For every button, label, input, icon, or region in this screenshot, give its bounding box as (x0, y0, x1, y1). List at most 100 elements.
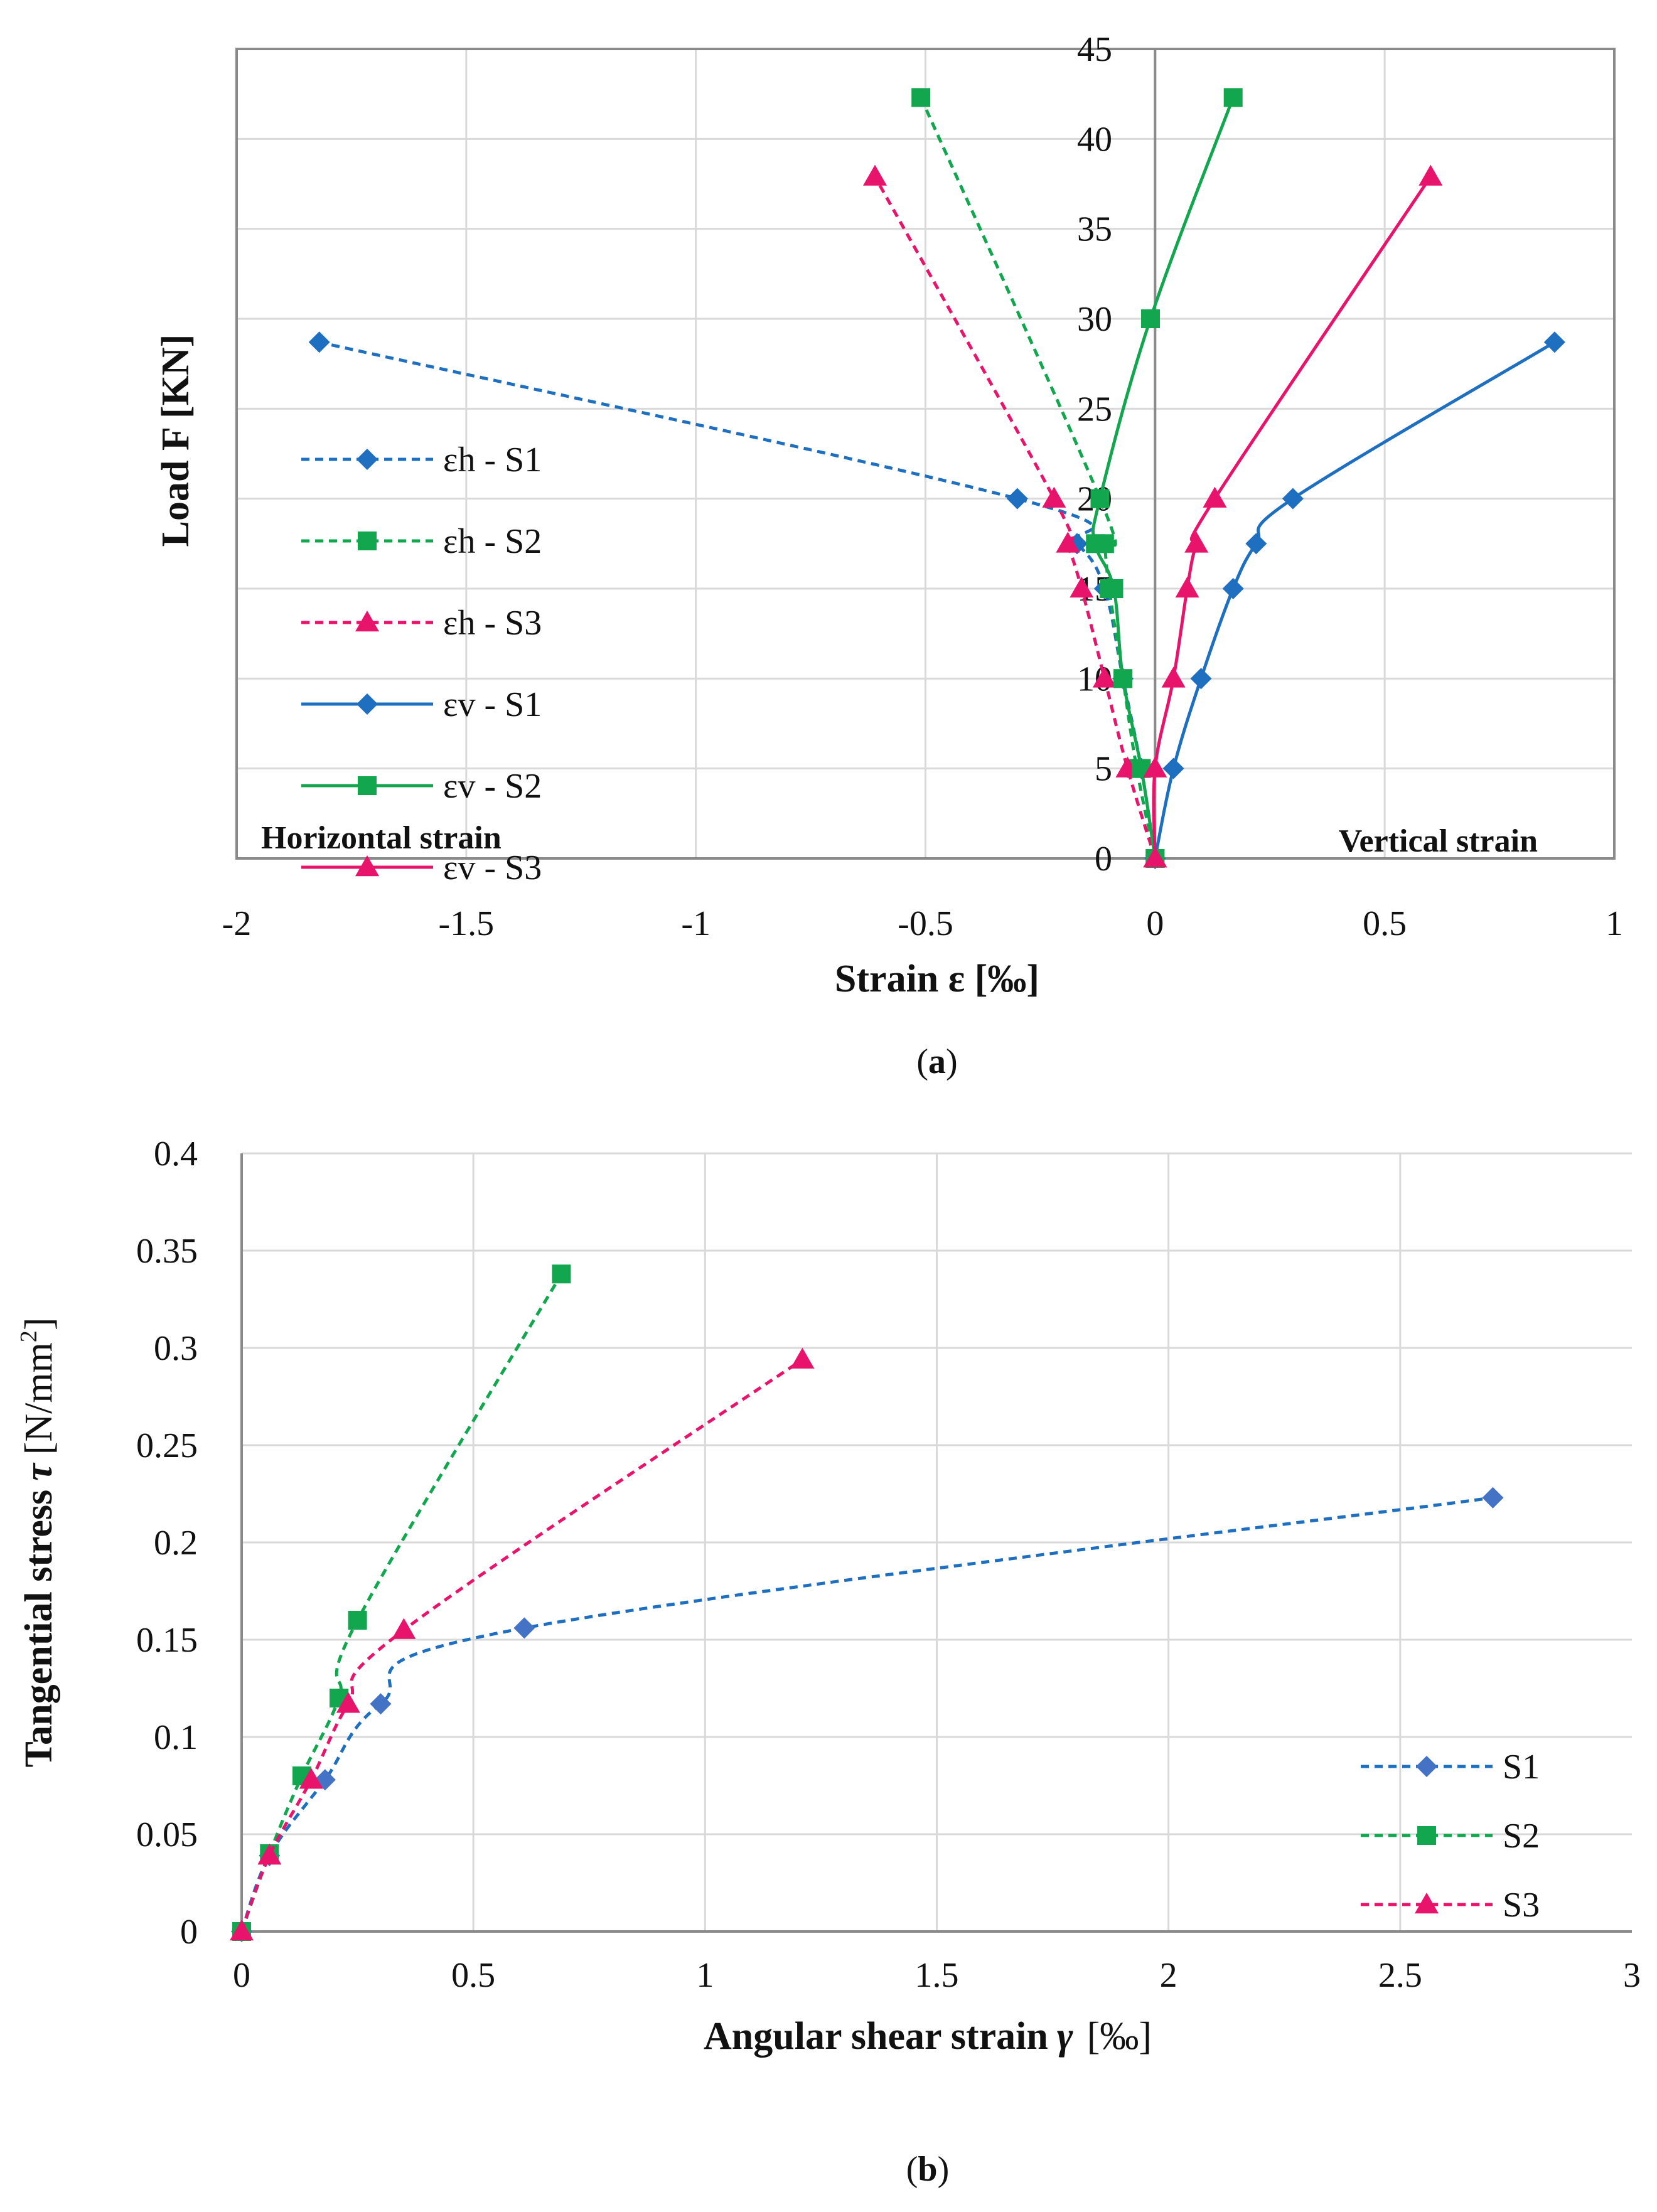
chart-b-series-3-point (392, 1618, 416, 1639)
chart-b-series-2-line (240, 1273, 563, 1932)
chart-a-x-axis-title: Strain ε [‰] (835, 958, 1039, 1000)
chart-a-series-4-point (1282, 488, 1304, 510)
chart-b-legend-label: S2 (1503, 1817, 1540, 1856)
chart-a-legend-item: εv - S1 (301, 685, 542, 724)
chart-a-legend-item: εh - S2 (301, 522, 542, 561)
chart-a-legend-swatch-marker (355, 855, 379, 877)
chart-b-x-axis-title: Angular shear strain γ [‰] (704, 2015, 1152, 2058)
chart-a-series-3-point (1042, 486, 1066, 508)
chart-a-x-tick-labels: -2 -1.5 -1 -0.5 0 0.5 1 (222, 904, 1623, 943)
chart-a-series-5-point (1104, 579, 1123, 598)
chart-b-y-tick-label: 0.35 (136, 1232, 198, 1271)
chart-a-series-4-point (1245, 533, 1267, 555)
chart-b-y-tick-labels: 0 0.05 0.1 0.15 0.2 0.25 0.3 0.35 0.4 (136, 1135, 198, 1952)
chart-b-legend-item: S2 (1361, 1817, 1540, 1856)
chart-a-legend-item: εh - S1 (301, 441, 542, 479)
chart-a-legend-label: εh - S2 (443, 522, 542, 561)
chart-a-x-tick-label: 0 (1146, 904, 1164, 943)
chart-a-series-3-point (1056, 532, 1080, 553)
chart-b-caption-label: b (918, 2150, 937, 2189)
chart-a-plot-frame (235, 48, 1616, 860)
chart-b-series-2-point (552, 1264, 571, 1284)
chart-b-legend-swatch-marker (1416, 1756, 1437, 1777)
chart-a: -2-1.5-1-0.500.51 051015202530354045 Hor… (154, 30, 1623, 1081)
chart-b-legend-item: S3 (1361, 1886, 1540, 1925)
chart-a-series-4-point (1543, 331, 1565, 353)
chart-a-series-5-point (1141, 309, 1161, 328)
chart-a-caption: (a) (916, 1042, 957, 1081)
chart-a-caption-label: a (928, 1042, 946, 1081)
chart-a-x-tick-label: -1 (681, 904, 711, 943)
chart-a-series-5-point (1090, 489, 1110, 508)
chart-b-x-tick-label: 2.5 (1378, 1956, 1422, 1995)
chart-b-series-3-point (336, 1692, 360, 1713)
chart-b-y-title-close: ] (18, 1318, 60, 1331)
chart-a-y-axis-title: Load F [KN] (154, 334, 197, 547)
chart-b-series-3-point (257, 1844, 282, 1865)
chart-b-x-title-symbol: γ (1057, 2015, 1073, 2058)
chart-a-y-tick-label: 5 (1095, 750, 1112, 789)
chart-b-series-2-point (348, 1611, 367, 1630)
chart-a-legend: εh - S1 εh - S2 εh - S3 εv - S1 εv - S2 εv - … (301, 441, 542, 887)
chart-b-y-tick-label: 0 (180, 1913, 198, 1952)
chart-a-series-6-point (1161, 666, 1186, 688)
chart-a-series-4-point (1162, 757, 1184, 779)
chart-b-series-1-point (513, 1617, 535, 1639)
chart-b-series-3-point (230, 1920, 254, 1941)
chart-b-y-tick-label: 0.05 (136, 1815, 198, 1854)
chart-b-y-title-unit: [N/mm (18, 1342, 60, 1455)
chart-b-y-title-text: Tangential stress (18, 1490, 60, 1768)
chart-a-series-1-point (308, 331, 330, 353)
chart-a-x-tick-label: 0.5 (1363, 904, 1407, 943)
chart-b-series-3-point (790, 1347, 815, 1369)
chart-a-series-3-point (863, 164, 887, 186)
chart-a-series-4-point (1190, 668, 1212, 690)
chart-a-series-6-point (1143, 756, 1167, 777)
chart-b-x-tick-label: 0.5 (451, 1956, 495, 1995)
chart-a-legend-item: εv - S3 (301, 848, 542, 887)
chart-b-x-tick-label: 1 (696, 1956, 714, 1995)
chart-a-x-tick-label: 1 (1606, 904, 1623, 943)
chart-a-series-4-point (1222, 578, 1244, 599)
chart-a-series (308, 88, 1565, 869)
chart-a-legend-swatch-marker (355, 611, 379, 632)
chart-b-legend-label: S3 (1503, 1886, 1540, 1925)
chart-a-x-tick-label: -0.5 (898, 904, 953, 943)
chart-a-series-3-point (1092, 666, 1117, 688)
chart-b-legend: S1 S2 S3 (1361, 1748, 1540, 1925)
chart-a-y-tick-label: 30 (1077, 300, 1112, 339)
chart-a-legend-label: εv - S2 (443, 767, 542, 806)
chart-b-grid (242, 1152, 1632, 1931)
chart-a-series-6-point (1203, 486, 1227, 508)
chart-b: 0 0.5 1 1.5 2 2.5 3 0 0.05 0.1 0.15 0.2 0.25 0.3 0.35… (16, 1135, 1641, 2189)
chart-b-series-1-line (240, 1496, 1493, 1932)
chart-a-series-3-point (1070, 577, 1094, 598)
chart-a-series-6-point (1184, 532, 1209, 553)
chart-a-legend-swatch-marker (357, 693, 378, 715)
chart-a-y-tick-label: 25 (1077, 390, 1112, 429)
chart-b-y-tick-label: 0.4 (154, 1135, 198, 1173)
chart-a-y-tick-label: 40 (1077, 120, 1112, 159)
chart-a-series-5-point (1113, 669, 1133, 688)
chart-b-y-axis-title: Tangential stress τ [N/mm2] (16, 1318, 60, 1768)
chart-b-x-tick-label: 0 (233, 1956, 250, 1995)
chart-a-y-tick-label: 0 (1095, 840, 1112, 879)
chart-a-annotation-vertical: Vertical strain (1339, 823, 1538, 859)
chart-a-legend-item: εh - S3 (301, 604, 542, 643)
chart-a-series-5-point (1223, 88, 1243, 107)
chart-a-legend-item: εv - S2 (301, 767, 542, 806)
chart-b-series-3-point (299, 1768, 323, 1789)
chart-a-legend-swatch-marker (358, 776, 377, 795)
chart-b-series-1-point (314, 1769, 336, 1791)
chart-b-x-tick-labels: 0 0.5 1 1.5 2 2.5 3 (233, 1956, 1641, 1995)
chart-a-y-tick-label: 35 (1077, 210, 1112, 249)
chart-a-series-6-point (1418, 164, 1443, 186)
chart-a-x-tick-label: -1.5 (439, 904, 495, 943)
chart-a-grid (237, 49, 1614, 858)
chart-a-series-2-line (919, 97, 1157, 859)
chart-b-x-title-text: Angular shear strain (704, 2015, 1048, 2058)
chart-a-legend-swatch-marker (358, 532, 377, 550)
chart-b-series (230, 1264, 1504, 1942)
chart-a-series-2-point (911, 88, 931, 107)
